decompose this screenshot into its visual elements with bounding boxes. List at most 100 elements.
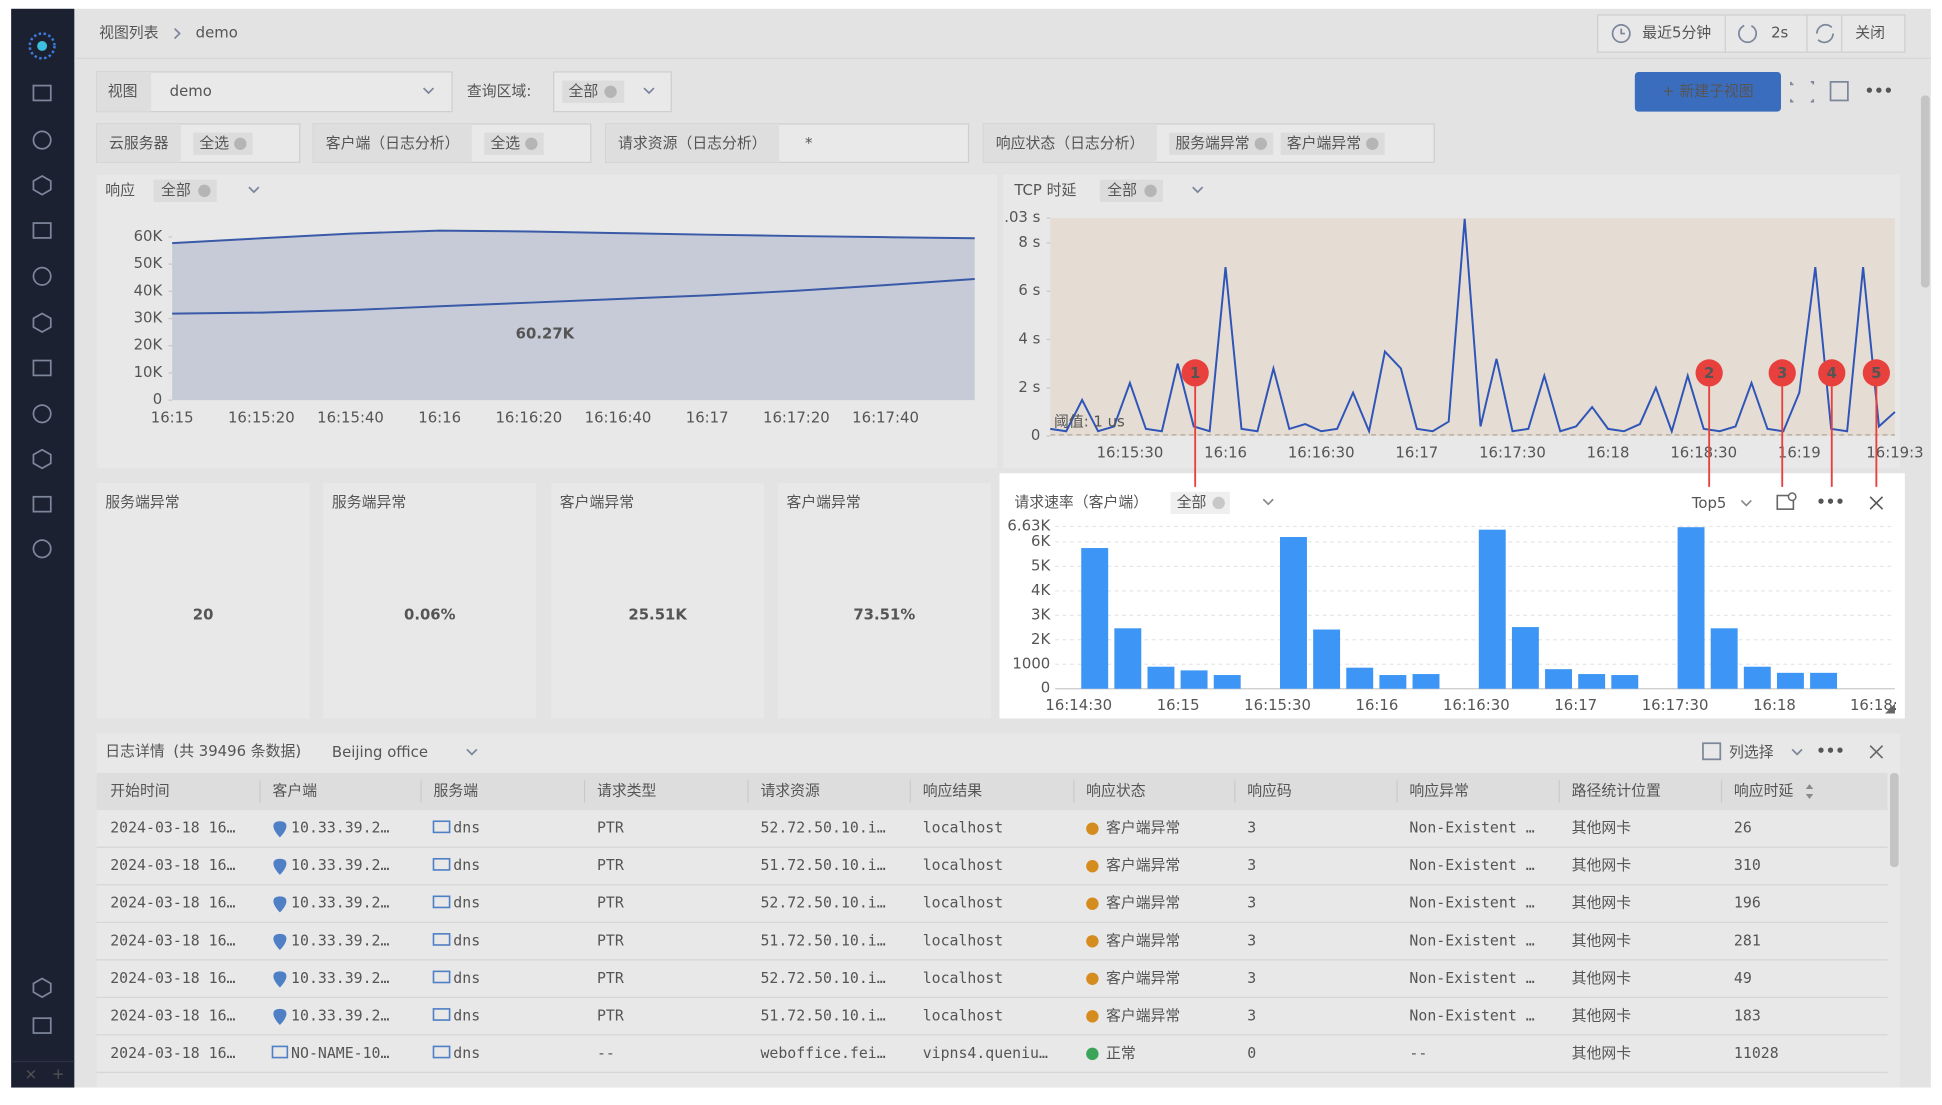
sidebar-icon[interactable] [32, 130, 52, 150]
status-icon [1086, 1047, 1099, 1061]
callout-number: 3 [1777, 364, 1787, 382]
column-header[interactable]: 响应状态 [1086, 782, 1146, 800]
tag-remove[interactable] [604, 85, 617, 98]
sidebar-icon[interactable] [32, 1017, 52, 1034]
refresh-interval[interactable]: 2s [1771, 24, 1788, 42]
tag-remove[interactable] [1254, 137, 1267, 150]
table-scrollbar[interactable] [1889, 772, 1899, 868]
refresh-icon[interactable] [1816, 23, 1834, 44]
table-group[interactable]: Beijing office [332, 743, 428, 761]
table-cell: PTR [597, 1006, 624, 1024]
sidebar-icon[interactable] [32, 222, 52, 239]
bar [1346, 667, 1374, 689]
column-header[interactable]: 响应码 [1247, 782, 1292, 800]
more-icon[interactable]: ••• [1816, 742, 1845, 760]
save-icon[interactable] [1829, 80, 1849, 102]
column-select-icon[interactable] [1702, 742, 1722, 761]
more-icon[interactable]: ••• [1816, 493, 1845, 511]
table-cell: 其他网卡 [1572, 969, 1632, 987]
breadcrumb-link[interactable]: 视图列表 [99, 24, 159, 42]
tag-remove[interactable] [198, 184, 211, 198]
chart-title: 响应 [105, 181, 135, 199]
highlight-content: 请求速率（客户端） 全部 Top5 ••• 0 1000 2K 3K 4K 5K 6K6.63K 16… [1007, 491, 1898, 714]
column-header[interactable]: 服务端 [433, 782, 478, 800]
chevron[interactable] [1262, 498, 1274, 506]
bar [1743, 666, 1771, 689]
table-header [96, 772, 1888, 811]
table-cell: 客户端异常 [1106, 894, 1180, 912]
chevron[interactable] [1192, 186, 1204, 194]
sidebar-icon[interactable] [32, 266, 52, 286]
chevron[interactable] [466, 748, 478, 756]
column-header[interactable]: 开始时间 [110, 782, 169, 800]
x-tick-label: 16:18 [1753, 696, 1796, 714]
sidebar-icons [32, 84, 52, 1034]
sidebar-icon[interactable] [32, 312, 52, 334]
time-range[interactable]: 最近5分钟 [1642, 24, 1711, 42]
column-select[interactable]: 列选择 [1729, 743, 1774, 761]
column-header[interactable]: 响应结果 [923, 782, 983, 800]
sidebar-icon[interactable] [32, 359, 52, 377]
table-count: (共 39496 条数据) [173, 742, 301, 760]
icon-shape [32, 448, 52, 470]
sort-icon[interactable] [1805, 784, 1814, 799]
sidebar-icon[interactable] [32, 448, 52, 470]
table-cell: 客户端异常 [1106, 856, 1180, 874]
table-cell: -- [1409, 1044, 1427, 1062]
view-select[interactable] [95, 71, 453, 113]
column-header[interactable]: 响应时延 [1734, 782, 1794, 800]
breadcrumb-separator [174, 27, 181, 40]
add-icon[interactable]: + [52, 1065, 64, 1083]
resize-handle[interactable] [1885, 703, 1895, 714]
column-header[interactable]: 客户端 [272, 782, 317, 800]
icon-shape [32, 130, 52, 150]
chevron[interactable] [248, 186, 260, 194]
close-icon[interactable] [1869, 745, 1884, 759]
icon-shape [32, 404, 52, 424]
new-subview-label: + 新建子视图 [1662, 82, 1753, 100]
tag-remove[interactable] [1366, 137, 1379, 150]
close-icon[interactable] [1869, 496, 1884, 510]
table-cell: 客户端异常 [1106, 1006, 1180, 1024]
sidebar-icon[interactable] [32, 84, 52, 102]
tag-remove[interactable] [525, 137, 538, 150]
column-header[interactable]: 响应异常 [1409, 782, 1468, 800]
top-select[interactable]: Top5 [1691, 494, 1727, 512]
chevron[interactable] [1740, 499, 1752, 507]
more-icon[interactable]: ••• [1865, 82, 1894, 100]
filters: 云服务器 全选 客户端（日志分析） 全选 请求资源（日志分析） * 响应状态（日志分析） 服务… [95, 123, 1435, 163]
column-header[interactable]: 路径统计位置 [1572, 782, 1661, 800]
sidebar-icon[interactable] [32, 977, 52, 999]
bar [1114, 628, 1142, 689]
sidebar-icon[interactable] [32, 539, 52, 559]
bar [1412, 674, 1440, 689]
stat-card [777, 483, 991, 719]
table-cell: 51.72.50.10.i… [760, 1006, 885, 1024]
collapse-icon[interactable]: × [25, 1065, 37, 1083]
column-header[interactable]: 请求类型 [597, 782, 657, 800]
tag-remove[interactable] [234, 137, 247, 150]
callout-badge [1768, 359, 1796, 387]
client-icon [273, 1008, 287, 1025]
logo[interactable] [28, 32, 56, 60]
table-cell: localhost [923, 969, 1004, 987]
table-cell: 3 [1247, 1006, 1256, 1024]
sidebar-icon[interactable] [32, 174, 52, 196]
table-cell: 26 [1734, 819, 1752, 837]
tag-remove[interactable] [1144, 184, 1157, 198]
fullscreen-icon[interactable] [1790, 80, 1815, 103]
sidebar-icon[interactable] [32, 495, 52, 513]
x-tick-label: 16:16:30 [1288, 443, 1355, 461]
sidebar-icon[interactable] [32, 404, 52, 424]
tag-remove[interactable] [1212, 496, 1225, 510]
new-subview-button[interactable] [1634, 71, 1781, 112]
column-header[interactable]: 请求资源 [760, 782, 820, 800]
chart-tag: 全部 [161, 181, 191, 199]
close-button[interactable]: 关闭 [1855, 24, 1885, 42]
chevron[interactable] [1791, 748, 1803, 756]
page-scrollbar[interactable] [1920, 95, 1930, 288]
chart-settings-icon[interactable] [1776, 494, 1795, 510]
tag [1099, 179, 1163, 202]
series-line [172, 229, 975, 245]
table-cell: 客户端异常 [1106, 969, 1180, 987]
